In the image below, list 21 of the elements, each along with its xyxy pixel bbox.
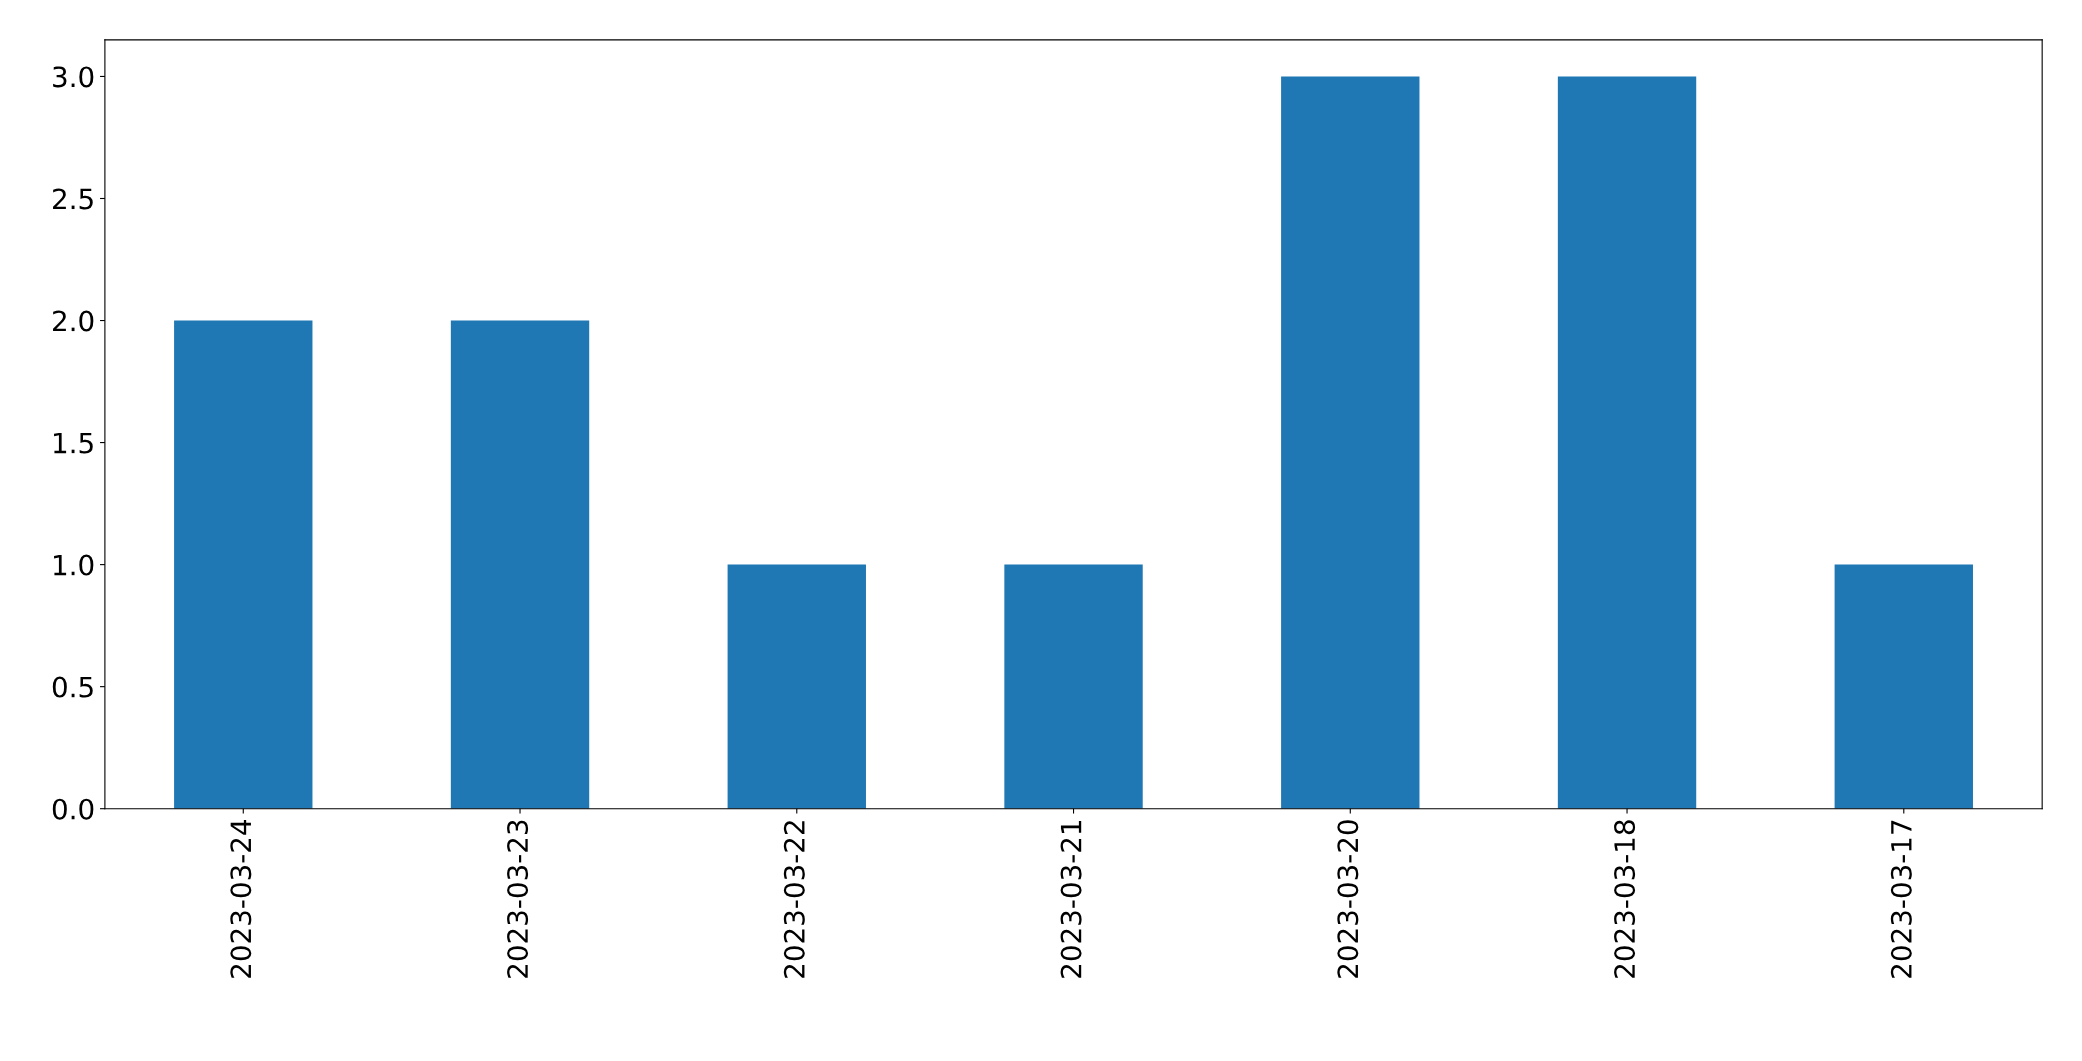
bar <box>174 320 313 809</box>
y-tick-label: 0.5 <box>52 676 93 698</box>
x-tick-label: 2023-03-24 <box>230 819 252 978</box>
bar <box>1004 564 1143 809</box>
bar <box>1281 76 1420 809</box>
x-tick-label: 2023-03-18 <box>1614 820 1636 978</box>
y-tick-label: 3.0 <box>53 66 94 88</box>
x-tick-label: 2023-03-22 <box>783 821 805 978</box>
bar <box>1557 76 1697 809</box>
y-tick-label: 1.0 <box>54 554 94 576</box>
bar <box>1834 564 1973 809</box>
x-tick-label: 2023-03-23 <box>507 820 529 978</box>
y-tick-label: 1.5 <box>54 432 93 454</box>
bar <box>450 320 590 809</box>
y-tick-label: 2.5 <box>53 188 93 210</box>
x-tick-label: 2023-03-21 <box>1060 820 1082 978</box>
bar <box>727 564 866 809</box>
y-tick-label: 2.0 <box>53 310 94 332</box>
x-tick-label: 2023-03-17 <box>1890 820 1912 978</box>
x-tick-label: 2023-03-20 <box>1337 820 1359 978</box>
y-tick-label: 0.0 <box>52 798 94 820</box>
